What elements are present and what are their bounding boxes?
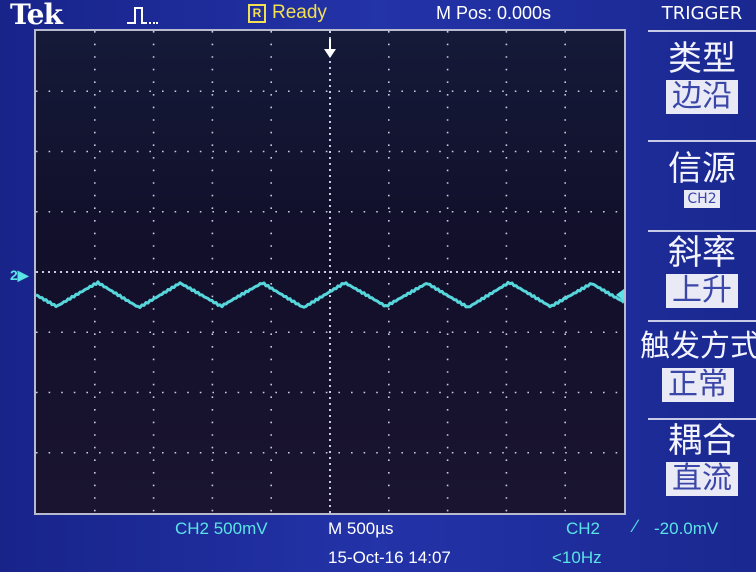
menu-item-trigger-mode-label: 触发方式 <box>640 329 756 364</box>
trigger-level-readout: -20.0mV <box>654 519 719 538</box>
menu-item-type-value: 边沿 <box>666 80 738 114</box>
brand-logo: Tek <box>10 0 63 31</box>
menu-item-coupling-label: 耦合 <box>668 421 736 461</box>
menu-item-source-value: CH2 <box>684 190 720 208</box>
menu-item-coupling-value: 直流 <box>666 462 738 496</box>
menu-separator <box>648 230 756 232</box>
menu-separator <box>648 30 756 32</box>
date-time-readout: 15-Oct-16 14:07 <box>328 548 451 567</box>
trigger-position-marker-icon <box>324 49 336 58</box>
menu-title: TRIGGER <box>661 3 743 24</box>
waveform-display <box>34 29 626 515</box>
channel-2-ground-marker: 2▶ <box>10 267 29 283</box>
menu-separator <box>648 320 756 322</box>
menu-item-trigger-mode-value: 正常 <box>662 368 734 402</box>
menu-item-source[interactable]: 信源 CH2 <box>650 150 754 208</box>
status-bar: Tek R Ready M Pos: 0.000s <box>0 0 650 31</box>
menu-item-source-label: 信源 <box>668 149 736 189</box>
graticule-grid <box>36 31 624 513</box>
trigger-level-marker-icon <box>616 288 624 301</box>
channel-scale-readout: CH2 500mV <box>175 519 268 538</box>
rising-slope-icon: ∕ <box>634 516 638 536</box>
menu-item-type-label: 类型 <box>668 39 736 79</box>
menu-item-slope-label: 斜率 <box>668 233 736 273</box>
run-flag-icon: R <box>248 3 266 23</box>
menu-separator <box>648 140 756 142</box>
frequency-readout: <10Hz <box>552 548 602 567</box>
run-status-text: Ready <box>272 2 327 23</box>
trigger-source-readout: CH2 <box>566 519 601 538</box>
channel-2-marker-label: 2 <box>10 267 18 283</box>
menu-item-type[interactable]: 类型 边沿 <box>650 40 754 114</box>
menu-item-trigger-mode[interactable]: 触发方式 正常 <box>640 328 756 402</box>
timebase-readout: M 500µs <box>328 519 394 538</box>
menu-item-slope-value: 上升 <box>666 274 738 308</box>
side-menu-trigger: TRIGGER 类型 边沿 信源 CH2 斜率 上升 触发方式 正常 耦合 直流 <box>640 0 756 500</box>
menu-item-slope[interactable]: 斜率 上升 <box>650 234 754 308</box>
run-status: R Ready <box>248 2 327 24</box>
channel-2-waveform-trace <box>36 280 624 309</box>
readout-bar: CH2 500mV M 500µs CH2 ∕ -20.0mV 15-Oct-1… <box>0 515 756 572</box>
menu-item-coupling[interactable]: 耦合 直流 <box>650 422 754 496</box>
horizontal-position-readout: M Pos: 0.000s <box>436 3 552 23</box>
menu-separator <box>648 418 756 420</box>
pulse-waveform-icon <box>127 7 158 24</box>
